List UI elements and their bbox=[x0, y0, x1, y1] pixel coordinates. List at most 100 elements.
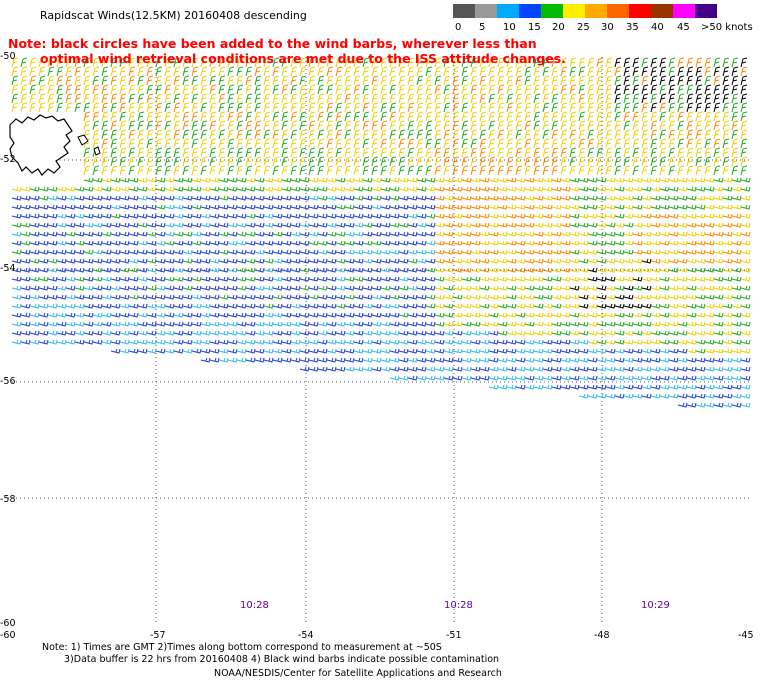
wind-barb bbox=[362, 222, 373, 228]
wind-barb bbox=[281, 321, 292, 327]
wind-barb bbox=[65, 66, 73, 77]
wind-barb bbox=[560, 147, 568, 158]
wind-barb bbox=[119, 312, 130, 318]
wind-barb bbox=[308, 249, 319, 255]
wind-barb bbox=[587, 321, 598, 327]
wind-barb bbox=[650, 285, 661, 291]
wind-barb bbox=[650, 204, 661, 210]
wind-barb bbox=[578, 93, 586, 104]
wind-barb bbox=[74, 93, 82, 104]
wind-barb bbox=[605, 102, 613, 113]
wind-barb bbox=[668, 195, 679, 201]
wind-barb bbox=[227, 102, 235, 113]
wind-barb bbox=[569, 267, 580, 273]
wind-barb bbox=[668, 111, 676, 122]
wind-barb bbox=[38, 204, 49, 210]
wind-barb bbox=[650, 57, 658, 68]
wind-barb bbox=[245, 276, 256, 282]
wind-barb bbox=[128, 312, 139, 318]
wind-barb bbox=[65, 285, 76, 291]
wind-barb bbox=[497, 231, 508, 237]
wind-barb bbox=[731, 276, 742, 282]
wind-barb bbox=[668, 258, 679, 264]
wind-barb bbox=[236, 267, 247, 273]
wind-barb bbox=[614, 138, 622, 149]
wind-barb bbox=[209, 312, 220, 318]
wind-barb bbox=[56, 231, 67, 237]
wind-barb bbox=[650, 165, 658, 176]
wind-barb bbox=[569, 240, 580, 246]
wind-barb bbox=[416, 231, 427, 237]
wind-barb bbox=[47, 321, 58, 327]
wind-barb bbox=[362, 339, 373, 345]
wind-barb bbox=[695, 348, 706, 354]
wind-barb bbox=[164, 138, 172, 149]
wind-barb bbox=[443, 285, 454, 291]
wind-barb bbox=[686, 312, 697, 318]
wind-barb bbox=[29, 321, 40, 327]
wind-barb bbox=[47, 186, 58, 192]
wind-barb bbox=[578, 186, 589, 192]
wind-barb bbox=[389, 240, 400, 246]
wind-barb bbox=[137, 285, 148, 291]
wind-barb bbox=[515, 384, 526, 390]
wind-barb bbox=[560, 93, 568, 104]
wind-barb bbox=[605, 177, 616, 183]
wind-barb bbox=[677, 231, 688, 237]
wind-barb bbox=[524, 303, 535, 309]
wind-barb bbox=[101, 321, 112, 327]
wind-barb bbox=[551, 147, 559, 158]
wind-barb bbox=[362, 231, 373, 237]
wind-barb bbox=[551, 222, 562, 228]
wind-barb bbox=[191, 285, 202, 291]
wind-barb bbox=[11, 294, 22, 300]
wind-barb bbox=[200, 312, 211, 318]
wind-barb bbox=[659, 330, 670, 336]
wind-barb bbox=[263, 339, 274, 345]
wind-barb bbox=[587, 231, 598, 237]
wind-barb bbox=[371, 348, 382, 354]
scale-swatch bbox=[585, 4, 607, 18]
wind-barb bbox=[704, 240, 715, 246]
wind-barb bbox=[56, 240, 67, 246]
wind-barb bbox=[434, 204, 445, 210]
wind-barb bbox=[326, 312, 337, 318]
wind-barb bbox=[443, 267, 454, 273]
wind-barb bbox=[317, 102, 325, 113]
wind-barb bbox=[659, 366, 670, 372]
wind-barb bbox=[686, 231, 697, 237]
wind-barb bbox=[29, 294, 40, 300]
wind-barb bbox=[731, 249, 742, 255]
wind-barb bbox=[461, 213, 472, 219]
wind-barb bbox=[488, 384, 499, 390]
wind-barb bbox=[200, 249, 211, 255]
wind-barb bbox=[731, 402, 742, 408]
wind-barb bbox=[497, 285, 508, 291]
wind-barb bbox=[650, 213, 661, 219]
wind-barb bbox=[731, 165, 739, 176]
wind-barb bbox=[398, 321, 409, 327]
wind-barb bbox=[650, 147, 658, 158]
wind-barb bbox=[101, 66, 109, 77]
wind-barb bbox=[722, 348, 733, 354]
wind-barb bbox=[515, 75, 523, 86]
wind-barb bbox=[542, 348, 553, 354]
wind-barb bbox=[416, 111, 424, 122]
map-canvas bbox=[8, 57, 751, 623]
wind-barb bbox=[200, 111, 208, 122]
wind-barb bbox=[686, 366, 697, 372]
wind-barb bbox=[335, 213, 346, 219]
wind-barb bbox=[362, 348, 373, 354]
wind-barb bbox=[524, 147, 532, 158]
wind-barb bbox=[137, 222, 148, 228]
wind-barb bbox=[254, 303, 265, 309]
wind-barb bbox=[434, 375, 445, 381]
wind-barb bbox=[281, 303, 292, 309]
wind-barb bbox=[173, 165, 181, 176]
wind-barb bbox=[605, 84, 613, 95]
wind-barb bbox=[281, 111, 289, 122]
wind-barb bbox=[353, 102, 361, 113]
wind-barb bbox=[569, 195, 580, 201]
wind-barb bbox=[668, 312, 679, 318]
wind-barb bbox=[542, 111, 550, 122]
